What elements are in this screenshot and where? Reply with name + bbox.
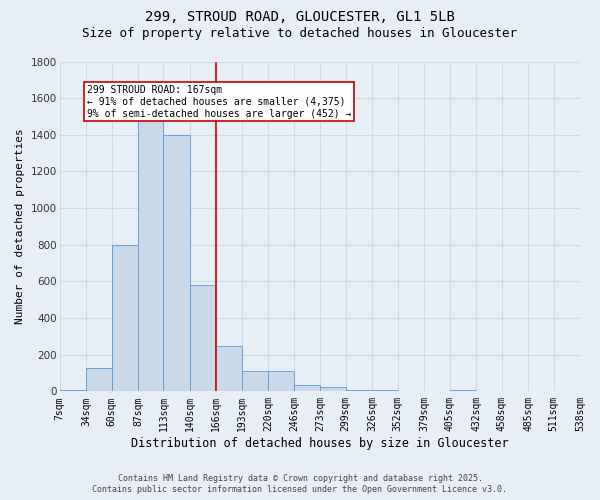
Bar <box>138 116 163 392</box>
Bar <box>320 387 346 392</box>
Bar <box>294 385 320 392</box>
Text: 299, STROUD ROAD, GLOUCESTER, GL1 5LB: 299, STROUD ROAD, GLOUCESTER, GL1 5LB <box>145 10 455 24</box>
Bar <box>242 371 268 392</box>
Bar <box>215 346 242 392</box>
Text: Contains HM Land Registry data © Crown copyright and database right 2025.
Contai: Contains HM Land Registry data © Crown c… <box>92 474 508 494</box>
X-axis label: Distribution of detached houses by size in Gloucester: Distribution of detached houses by size … <box>131 437 509 450</box>
Bar <box>372 390 398 392</box>
Bar <box>163 135 190 392</box>
Bar <box>268 371 294 392</box>
Bar <box>86 368 112 392</box>
Y-axis label: Number of detached properties: Number of detached properties <box>15 128 25 324</box>
Text: Size of property relative to detached houses in Gloucester: Size of property relative to detached ho… <box>83 28 517 40</box>
Bar <box>346 390 372 392</box>
Bar <box>112 244 138 392</box>
Bar <box>190 285 215 392</box>
Bar <box>59 390 86 392</box>
Bar <box>449 390 476 392</box>
Text: 299 STROUD ROAD: 167sqm
← 91% of detached houses are smaller (4,375)
9% of semi-: 299 STROUD ROAD: 167sqm ← 91% of detache… <box>87 86 352 118</box>
